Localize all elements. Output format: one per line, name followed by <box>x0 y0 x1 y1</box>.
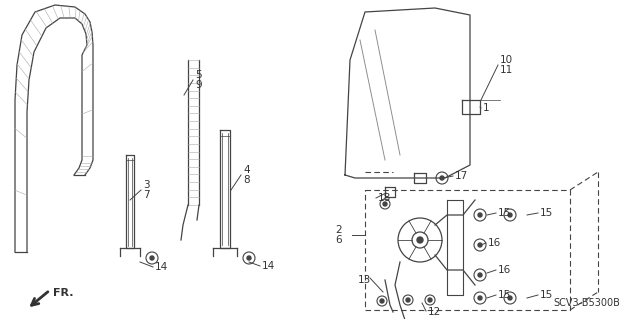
Circle shape <box>478 243 482 247</box>
Text: 17: 17 <box>455 171 468 181</box>
Circle shape <box>417 237 423 243</box>
Circle shape <box>478 213 482 217</box>
Circle shape <box>478 273 482 277</box>
Text: 16: 16 <box>498 265 511 275</box>
Text: 8: 8 <box>243 175 250 185</box>
Text: 1: 1 <box>483 103 490 113</box>
Text: 15: 15 <box>540 290 553 300</box>
Text: 14: 14 <box>155 262 168 272</box>
Circle shape <box>478 296 482 300</box>
Text: FR.: FR. <box>53 288 74 298</box>
Circle shape <box>247 256 251 260</box>
Text: 15: 15 <box>540 208 553 218</box>
Circle shape <box>383 202 387 206</box>
Text: 14: 14 <box>262 261 275 271</box>
Text: 13: 13 <box>358 275 371 285</box>
Text: 7: 7 <box>143 190 150 200</box>
Circle shape <box>380 299 384 303</box>
Text: 2: 2 <box>335 225 342 235</box>
Circle shape <box>508 213 512 217</box>
Text: 5: 5 <box>195 70 202 80</box>
Circle shape <box>150 256 154 260</box>
Text: SCV3-B5300B: SCV3-B5300B <box>553 298 620 308</box>
Circle shape <box>428 298 432 302</box>
Text: 4: 4 <box>243 165 250 175</box>
Text: 12: 12 <box>428 307 441 317</box>
Text: 15: 15 <box>498 290 511 300</box>
Text: 3: 3 <box>143 180 150 190</box>
Text: 10: 10 <box>500 55 513 65</box>
Text: 9: 9 <box>195 80 202 90</box>
Circle shape <box>508 296 512 300</box>
Text: 6: 6 <box>335 235 342 245</box>
Circle shape <box>406 298 410 302</box>
Text: 18: 18 <box>378 193 391 203</box>
Text: 11: 11 <box>500 65 513 75</box>
Text: 16: 16 <box>488 238 501 248</box>
Text: 15: 15 <box>498 208 511 218</box>
Circle shape <box>440 176 444 180</box>
